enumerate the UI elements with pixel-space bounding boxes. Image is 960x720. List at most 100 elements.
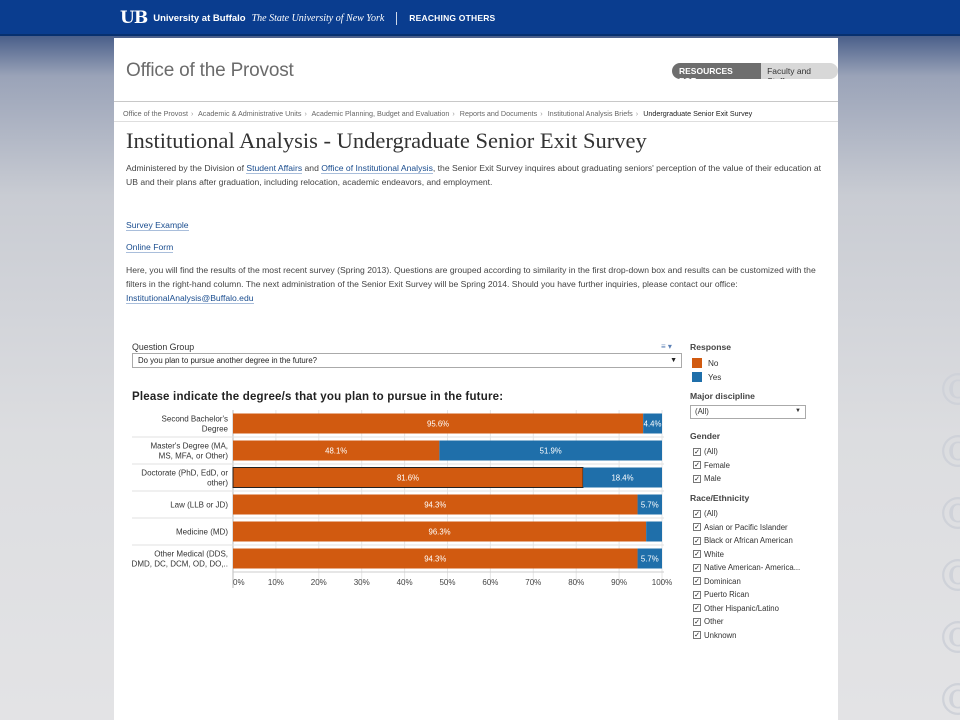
logo-separator <box>396 11 398 25</box>
logo-subtitle: The State University of New York <box>251 12 385 24</box>
data-label: 94.3% <box>424 555 446 564</box>
x-tick-label: 20% <box>311 578 327 587</box>
top-bar: UB University at Buffalo The State Unive… <box>0 0 960 36</box>
checkbox-checked-icon[interactable]: ✓ <box>693 509 701 518</box>
checkbox-checked-icon[interactable]: ✓ <box>693 631 701 640</box>
data-label: 48.1% <box>325 447 347 456</box>
data-label: 5.7% <box>641 501 659 510</box>
major-filter: Major discipline (All) ▼ <box>690 391 806 419</box>
checkbox-checked-icon[interactable]: ✓ <box>693 550 701 559</box>
bar-segment-no <box>233 521 647 542</box>
breadcrumb-item[interactable]: Institutional Analysis Briefs <box>547 109 633 118</box>
ub-logo[interactable]: UB University at Buffalo The State Unive… <box>120 8 495 28</box>
data-label: 96.3% <box>429 528 451 537</box>
legend-swatch-yes <box>692 372 702 382</box>
category-label: MS, MFA, or Other) <box>159 452 229 461</box>
resources-value[interactable]: Faculty and Staff <box>761 63 838 79</box>
breadcrumb-item[interactable]: Academic & Administrative Units <box>198 109 302 118</box>
contact-email-link[interactable]: InstitutionalAnalysis@Buffalo.edu <box>126 293 254 304</box>
category-label: other) <box>207 479 228 488</box>
data-label: 94.3% <box>424 501 446 510</box>
question-group-label: Question Group <box>132 342 195 352</box>
breadcrumb-item[interactable]: Office of the Provost <box>123 109 188 118</box>
x-tick-label: 90% <box>611 578 627 587</box>
race-option[interactable]: ✓ Puerto Rican <box>693 590 750 600</box>
question-group-value: Do you plan to pursue another degree in … <box>138 356 318 365</box>
bar-segment-no <box>233 548 638 569</box>
race-option[interactable]: ✓ White <box>693 549 724 559</box>
race-option[interactable]: ✓ Native American- America... <box>693 563 801 573</box>
checkbox-checked-icon[interactable]: ✓ <box>693 523 701 532</box>
checkbox-checked-icon[interactable]: ✓ <box>693 474 701 483</box>
race-option[interactable]: ✓ Other <box>693 617 724 627</box>
race-option[interactable]: ✓ Other Hispanic/Latino <box>693 603 779 613</box>
race-option[interactable]: ✓ (All) <box>693 509 718 519</box>
race-option[interactable]: ✓ Asian or Pacific Islander <box>693 522 788 532</box>
survey-example-link[interactable]: Survey Example <box>126 220 189 231</box>
checkbox-checked-icon[interactable]: ✓ <box>693 604 701 613</box>
race-filter-title: Race/Ethnicity <box>690 493 750 503</box>
breadcrumb: Office of the Provost › Academic & Admini… <box>123 109 753 118</box>
checkbox-checked-icon[interactable]: ✓ <box>693 461 701 470</box>
bar-segment-yes <box>637 494 662 515</box>
x-tick-label: 10% <box>268 578 284 587</box>
data-label: 18.4% <box>611 474 633 483</box>
gender-option[interactable]: ✓ Female <box>693 460 730 470</box>
institutional-analysis-link[interactable]: Office of Institutional Analysis <box>321 163 433 174</box>
filter-menu-icon[interactable]: ≡ ▾ <box>661 342 672 351</box>
checkbox-checked-icon[interactable]: ✓ <box>693 563 701 572</box>
checkbox-checked-icon[interactable]: ✓ <box>693 447 701 456</box>
category-label: Doctorate (PhD, EdD, or <box>141 469 228 478</box>
breadcrumb-item[interactable]: Academic Planning, Budget and Evaluation <box>311 109 450 118</box>
background-decoration: © © © © © © <box>936 365 960 720</box>
checkbox-checked-icon[interactable]: ✓ <box>693 590 701 599</box>
bar-segment-yes <box>646 521 662 542</box>
gender-option[interactable]: ✓ Male <box>693 474 721 484</box>
x-tick-label: 100% <box>652 578 672 587</box>
breadcrumb-current: Undergraduate Senior Exit Survey <box>643 109 753 118</box>
legend-swatch-no <box>692 358 702 368</box>
category-label: Master's Degree (MA, <box>150 442 228 451</box>
checkbox-checked-icon[interactable]: ✓ <box>693 536 701 545</box>
checkbox-checked-icon[interactable]: ✓ <box>693 577 701 586</box>
breadcrumb-divider <box>114 121 838 122</box>
bar-segment-yes <box>643 413 662 434</box>
race-option[interactable]: ✓ Unknown <box>693 630 737 640</box>
page-title: Institutional Analysis - Undergraduate S… <box>126 128 647 153</box>
category-label: Other Medical (DDS, <box>154 550 228 559</box>
data-label: 95.6% <box>427 420 449 429</box>
x-tick-label: 70% <box>525 578 541 587</box>
checkbox-checked-icon[interactable]: ✓ <box>693 617 701 626</box>
student-affairs-link[interactable]: Student Affairs <box>246 163 303 174</box>
chevron-down-icon: ▼ <box>795 408 801 414</box>
x-tick-label: 40% <box>397 578 413 587</box>
online-form-link[interactable]: Online Form <box>126 242 174 253</box>
results-paragraph: Here, you will find the results of the m… <box>126 265 816 304</box>
race-option[interactable]: ✓ Dominican <box>693 576 741 586</box>
office-title[interactable]: Office of the Provost <box>126 60 294 81</box>
resources-for-selector[interactable]: RESOURCES FOR: Faculty and Staff <box>672 63 838 79</box>
gender-filter: Gender ✓ (All) ✓ Female ✓ Male <box>690 431 730 486</box>
question-group-dropdown[interactable]: Do you plan to pursue another degree in … <box>132 353 682 368</box>
x-tick-label: 50% <box>439 578 455 587</box>
legend-item-yes[interactable]: Yes <box>692 370 731 384</box>
bar-segment-yes <box>583 467 662 488</box>
bar-segment-no <box>233 494 638 515</box>
breadcrumb-item[interactable]: Reports and Documents <box>459 109 538 118</box>
x-tick-label: 30% <box>354 578 370 587</box>
logo-mark: UB <box>120 8 148 28</box>
category-label: DMD, DC, DCM, OD, DO,.. <box>132 560 228 569</box>
data-label: 51.9% <box>540 447 562 456</box>
category-label: Medicine (MD) <box>176 528 228 537</box>
resources-label: RESOURCES FOR: <box>672 63 762 79</box>
gender-option[interactable]: ✓ (All) <box>693 447 718 457</box>
major-discipline-dropdown[interactable]: (All) ▼ <box>690 405 806 419</box>
legend-item-no[interactable]: No <box>692 356 731 370</box>
response-legend: Response No Yes <box>690 342 731 384</box>
x-tick-label: 0% <box>233 578 245 587</box>
category-label: Degree <box>202 425 229 434</box>
response-legend-title: Response <box>690 342 732 352</box>
logo-tagline: REACHING OTHERS <box>409 13 496 23</box>
race-option[interactable]: ✓ Black or African American <box>693 536 793 546</box>
bar-segment-no <box>233 440 440 461</box>
